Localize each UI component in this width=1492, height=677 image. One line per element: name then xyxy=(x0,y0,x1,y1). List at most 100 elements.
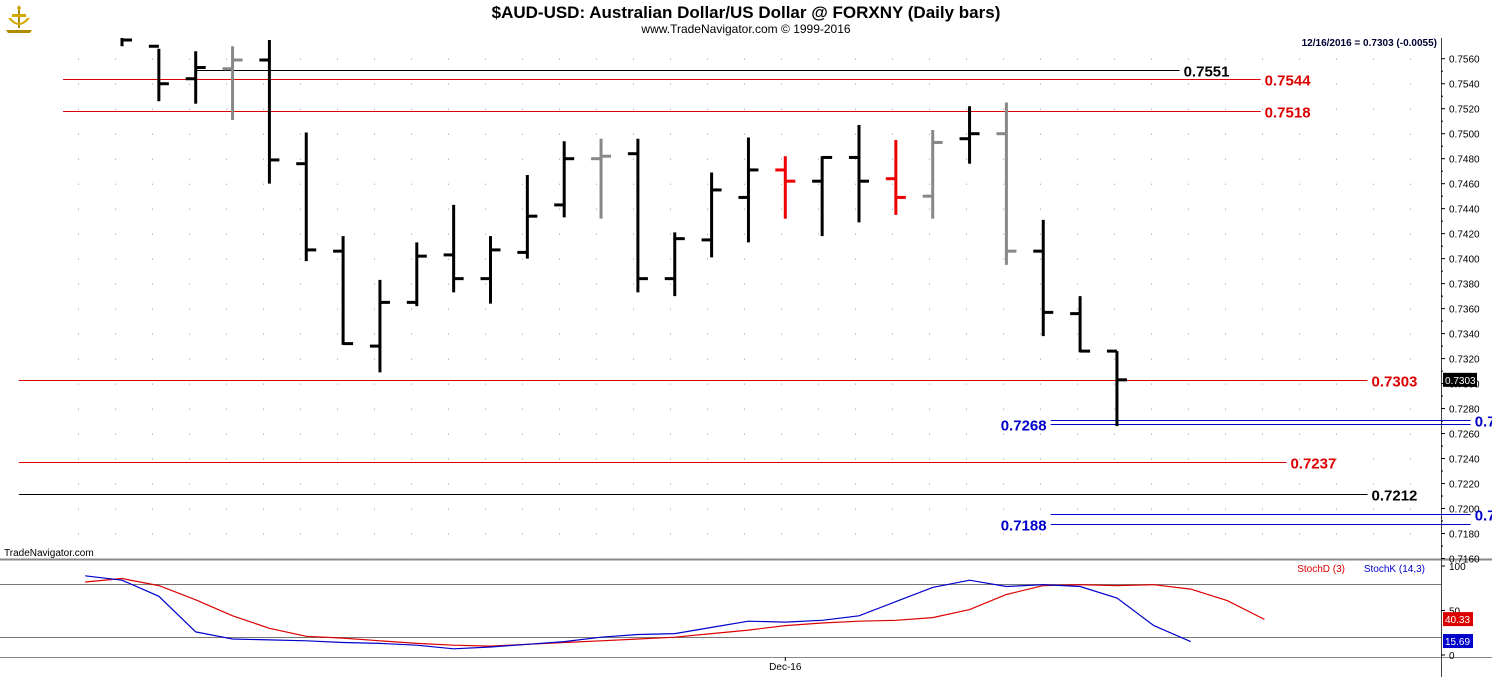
grid-dot xyxy=(670,333,671,335)
y-tick-label: 0.7320 xyxy=(1449,355,1480,366)
grid-dot xyxy=(1151,533,1152,535)
grid-dot xyxy=(1373,508,1374,510)
grid-dot xyxy=(1262,183,1263,185)
grid-dot xyxy=(1151,408,1152,410)
grid-dot xyxy=(1003,458,1004,460)
grid-dot xyxy=(781,208,782,210)
grid-dot xyxy=(744,358,745,360)
ohlc-bar xyxy=(480,236,501,304)
grid-dot xyxy=(818,433,819,435)
grid-dot xyxy=(966,233,967,235)
grid-dot xyxy=(1151,483,1152,485)
grid-dot xyxy=(78,183,79,185)
grid-dot xyxy=(929,258,930,260)
grid-dot xyxy=(1188,83,1189,85)
grid-dot xyxy=(411,83,412,85)
grid-dot xyxy=(744,108,745,110)
grid-dot xyxy=(1336,308,1337,310)
grid-dot xyxy=(818,158,819,160)
grid-dot xyxy=(78,258,79,260)
grid-dot xyxy=(522,458,523,460)
grid-dot xyxy=(818,308,819,310)
grid-dot xyxy=(1336,208,1337,210)
grid-dot xyxy=(559,433,560,435)
grid-dot xyxy=(559,308,560,310)
stochd-value-label: 40.33 xyxy=(1445,615,1470,626)
grid-dot xyxy=(263,133,264,135)
grid-dot xyxy=(1262,383,1263,385)
grid-dot xyxy=(78,58,79,60)
grid-dot xyxy=(1299,258,1300,260)
grid-dot xyxy=(966,458,967,460)
grid-dot xyxy=(1003,283,1004,285)
grid-dot xyxy=(189,233,190,235)
grid-dot xyxy=(78,458,79,460)
grid-dot xyxy=(189,158,190,160)
grid-dot xyxy=(115,458,116,460)
grid-dot xyxy=(485,508,486,510)
y-tick-label: 0.7220 xyxy=(1449,480,1480,491)
grid-dot xyxy=(337,158,338,160)
grid-dot xyxy=(411,558,412,560)
grid-dot xyxy=(707,133,708,135)
grid-dot xyxy=(226,183,227,185)
y-tick-label: 0.7380 xyxy=(1449,280,1480,291)
grid-dot xyxy=(929,533,930,535)
grid-dot xyxy=(818,458,819,460)
grid-dot xyxy=(929,108,930,110)
grid-dot xyxy=(818,358,819,360)
grid-dot xyxy=(78,283,79,285)
ohlc-bar xyxy=(849,124,869,223)
grid-dot xyxy=(892,533,893,535)
grid-dot xyxy=(855,158,856,160)
grid-dot xyxy=(1077,208,1078,210)
grid-dot xyxy=(1336,158,1337,160)
grid-dot xyxy=(115,108,116,110)
grid-dot xyxy=(152,308,153,310)
grid-dot xyxy=(448,208,449,210)
grid-dot xyxy=(1373,158,1374,160)
chart-header: $AUD-USD: Australian Dollar/US Dollar @ … xyxy=(0,0,1492,38)
grid-dot xyxy=(1262,258,1263,260)
grid-dot xyxy=(1151,108,1152,110)
grid-dot xyxy=(818,183,819,185)
stochd-line xyxy=(85,577,1265,647)
grid-dot xyxy=(1040,233,1041,235)
grid-dot xyxy=(781,358,782,360)
grid-dot xyxy=(152,333,153,335)
grid-dot xyxy=(1151,433,1152,435)
grid-dot xyxy=(1410,208,1411,210)
grid-dot xyxy=(781,383,782,385)
grid-dot xyxy=(374,233,375,235)
grid-dot xyxy=(189,383,190,385)
grid-dot xyxy=(152,83,153,85)
grid-dot xyxy=(744,233,745,235)
grid-dot xyxy=(744,158,745,160)
grid-dot xyxy=(1114,433,1115,435)
grid-dot xyxy=(892,183,893,185)
grid-dot xyxy=(818,533,819,535)
grid-dot xyxy=(189,458,190,460)
grid-dot xyxy=(1373,83,1374,85)
grid-dot xyxy=(1151,333,1152,335)
watermark-label: TradeNavigator.com xyxy=(4,548,94,559)
grid-dot xyxy=(892,483,893,485)
grid-dot xyxy=(448,558,449,560)
grid-dot xyxy=(707,408,708,410)
grid-dot xyxy=(744,208,745,210)
ohlc-bar xyxy=(775,156,796,219)
grid-dot xyxy=(263,483,264,485)
grid-dot xyxy=(707,558,708,560)
grid-dot xyxy=(337,358,338,360)
grid-dot xyxy=(1373,558,1374,560)
y-axis: 0.7560 0.7540 0.7520 0.7500 0.7480 0.7460 0.74… xyxy=(1441,55,1480,566)
grid-dot xyxy=(1114,408,1115,410)
grid-dot xyxy=(1188,483,1189,485)
grid-dot xyxy=(337,558,338,560)
grid-dot xyxy=(189,508,190,510)
grid-dot xyxy=(300,383,301,385)
grid-dot xyxy=(1410,508,1411,510)
grid-dot xyxy=(337,83,338,85)
grid-dot xyxy=(929,183,930,185)
grid-dot xyxy=(337,458,338,460)
